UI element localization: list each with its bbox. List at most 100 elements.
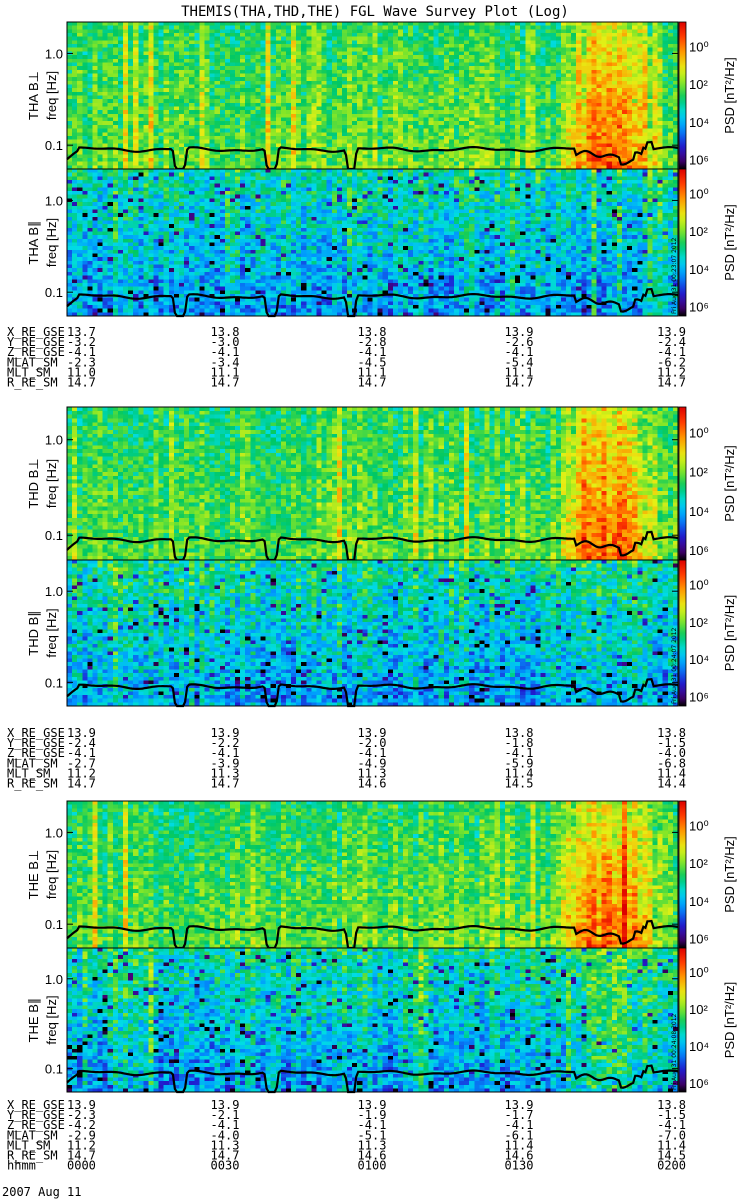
spectrogram-cell — [163, 22, 170, 27]
spectrogram-cell — [637, 128, 643, 133]
spectrogram-cell — [443, 69, 450, 74]
spectrogram-cell — [372, 36, 378, 41]
spectrogram-cell — [443, 161, 450, 166]
spectrogram-cell — [77, 238, 83, 243]
spectrogram-cell — [464, 135, 470, 141]
spectrogram-cell — [484, 110, 491, 115]
spectrogram-cell — [540, 25, 547, 30]
spectrogram-cell — [637, 62, 643, 67]
spectrogram-cell — [97, 139, 104, 144]
spectrogram-cell — [138, 69, 144, 74]
spectrogram-cell — [489, 88, 496, 93]
spectrogram-cell — [525, 95, 531, 100]
spectrogram-cell — [474, 124, 480, 129]
spectrogram-cell — [448, 58, 455, 63]
spectrogram-cell — [591, 55, 597, 60]
spectrogram-cell — [123, 113, 129, 118]
spectrogram-cell — [484, 139, 491, 144]
spectrogram-cell — [316, 22, 322, 27]
spectrogram-cell — [397, 69, 404, 74]
spectrogram-cell — [158, 154, 165, 159]
spectrogram-cell — [438, 132, 445, 137]
spectrogram-cell — [199, 113, 205, 118]
spectrogram-cell — [621, 132, 628, 137]
spectrogram-cell — [240, 88, 246, 93]
spectrogram-cell — [107, 150, 114, 155]
spectrogram-cell — [428, 55, 434, 60]
spectrogram-cell — [255, 161, 261, 166]
spectrogram-cell — [657, 99, 664, 104]
spectrogram-cell — [82, 249, 88, 254]
spectrogram-cell — [209, 102, 216, 107]
spectrogram-cell — [341, 106, 348, 111]
spectrogram-cell — [163, 73, 170, 78]
spectrogram-cell — [184, 47, 190, 52]
spectrogram-cell — [520, 55, 526, 60]
spectrogram-cell — [97, 110, 104, 115]
spectrogram-cell — [123, 44, 129, 49]
spectrogram-cell — [428, 157, 434, 163]
spectrogram-cell — [224, 165, 231, 170]
spectrogram-cell — [601, 51, 608, 56]
spectrogram-cell — [591, 161, 597, 166]
spectrogram-cell — [657, 132, 664, 137]
spectrogram-cell — [67, 77, 73, 82]
spectrogram-cell — [280, 44, 287, 49]
spectrogram-cell — [408, 58, 414, 63]
spectrogram-cell — [555, 73, 562, 78]
spectrogram-cell — [428, 36, 434, 41]
spectrogram-cell — [504, 88, 511, 93]
spectrogram-cell — [92, 91, 98, 96]
spectrogram-cell — [77, 304, 83, 310]
spectrogram-cell — [611, 44, 618, 49]
spectrogram-cell — [326, 51, 333, 56]
spectrogram-cell — [189, 161, 195, 166]
spectrogram-cell — [377, 165, 384, 170]
spectrogram-cell — [341, 77, 348, 82]
spectrogram-cell — [484, 113, 491, 118]
spectrogram-cell — [627, 124, 633, 129]
spectrogram-cell — [611, 106, 618, 111]
spectrogram-cell — [158, 25, 165, 30]
spectrogram-cell — [72, 132, 78, 137]
spectrogram-cell — [525, 132, 531, 137]
spectrogram-cell — [576, 84, 582, 89]
spectrogram-cell — [291, 102, 297, 107]
spectrogram-cell — [621, 91, 628, 96]
spectrogram-cell — [219, 62, 226, 67]
spectrogram-cell — [235, 124, 241, 129]
spectrogram-cell — [275, 91, 282, 96]
spectrogram-cell — [397, 51, 404, 56]
spectrogram-cell — [87, 84, 93, 89]
spectrogram-cell — [489, 117, 496, 122]
spectrogram-cell — [87, 139, 93, 144]
spectrogram-cell — [296, 154, 302, 159]
spectrogram-cell — [469, 62, 475, 67]
spectrogram-cell — [621, 102, 628, 107]
spectrogram-cell — [367, 25, 373, 30]
spectrogram-cell — [321, 161, 328, 166]
spectrogram-cell — [240, 66, 246, 71]
spectrogram-cell — [148, 55, 154, 60]
spectrogram-cell — [392, 77, 399, 82]
spectrogram-cell — [433, 44, 440, 49]
spectrogram-cell — [148, 117, 154, 122]
spectrogram-cell — [616, 99, 623, 104]
spectrogram-cell — [627, 139, 633, 144]
spectrogram-cell — [270, 121, 277, 126]
spectrogram-cell — [250, 51, 256, 56]
spectrogram-cell — [520, 80, 526, 85]
spectrogram-cell — [479, 124, 485, 129]
spectrogram-cell — [209, 47, 216, 52]
spectrogram-cell — [591, 73, 597, 78]
spectrogram-cell — [627, 29, 633, 34]
spectrogram-cell — [153, 135, 160, 141]
spectrogram-cell — [189, 139, 195, 144]
spectrogram-cell — [77, 139, 83, 144]
spectrogram-cell — [667, 121, 674, 126]
spectrogram-cell — [138, 154, 144, 159]
spectrogram-cell — [509, 117, 516, 122]
spectrogram-cell — [306, 102, 312, 107]
spectrogram-cell — [555, 157, 562, 163]
spectrogram-cell — [280, 40, 287, 45]
